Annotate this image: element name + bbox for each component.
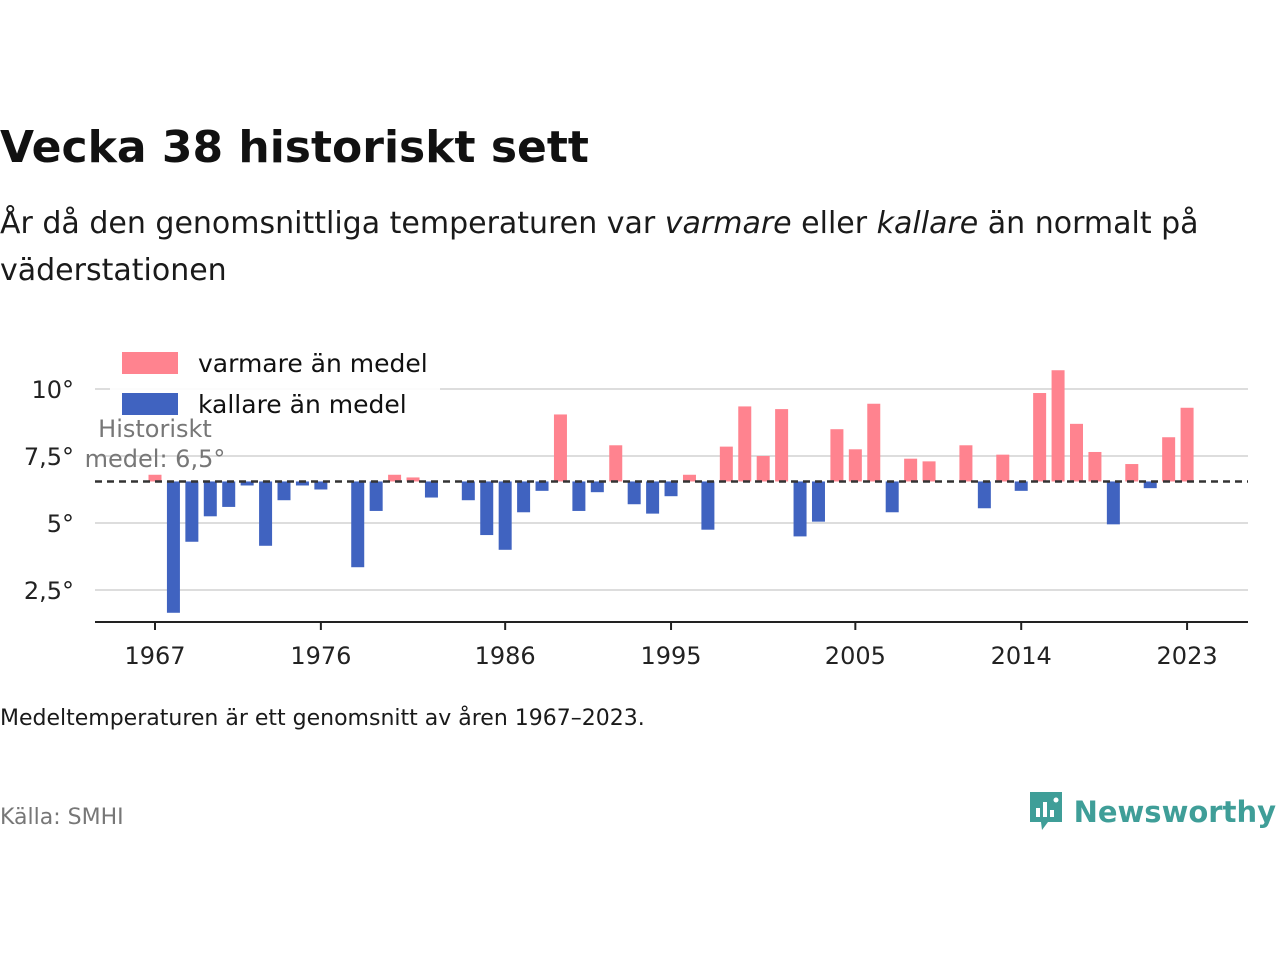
bar-cold	[590, 481, 604, 493]
bar-warm	[996, 454, 1010, 482]
source-label: Källa: SMHI	[0, 805, 124, 830]
bar-cold	[535, 481, 549, 491]
bar-warm	[904, 458, 918, 482]
x-tick-label: 1986	[475, 642, 536, 670]
bar-warm	[1088, 451, 1102, 482]
subtitle-cold-word: kallare	[876, 206, 979, 241]
bar-warm	[867, 403, 881, 482]
chart-subtitle: År då den genomsnittliga temperaturen va…	[0, 200, 1240, 294]
subtitle-text-2: eller	[791, 206, 877, 241]
bar-cold	[1143, 481, 1157, 489]
y-tick-label: 10°	[31, 376, 74, 404]
bar-cold	[424, 481, 438, 498]
bar-cold	[646, 481, 660, 514]
bar-cold	[498, 481, 512, 550]
legend-cold-label: kallare än medel	[198, 390, 407, 419]
bar-warm	[609, 445, 623, 482]
bar-cold	[314, 481, 328, 490]
chart-title: Vecka 38 historiskt sett	[0, 122, 589, 173]
bar-warm	[775, 409, 789, 482]
legend-warm-label: varmare än medel	[198, 349, 428, 378]
x-tick-label: 2005	[825, 642, 886, 670]
bar-warm	[1180, 407, 1194, 482]
bar-cold	[166, 481, 180, 613]
bar-cold	[885, 481, 899, 513]
annotation-line-2: medel: 6,5°	[85, 445, 226, 473]
bar-warm	[388, 474, 402, 482]
y-tick-label: 2,5°	[24, 577, 74, 605]
baseline-annotation: Historiskt medel: 6,5°	[85, 415, 226, 473]
bar-warm	[1070, 423, 1083, 482]
bar-cold	[277, 481, 291, 501]
bar-cold	[572, 481, 586, 511]
bar-warm	[682, 474, 696, 482]
bar-cold	[1014, 481, 1028, 491]
bars	[148, 370, 1194, 613]
brand-name: Newsworthy	[1073, 795, 1276, 829]
bar-cold	[793, 481, 807, 537]
x-tick-label: 1995	[641, 642, 702, 670]
y-tick-label: 7,5°	[24, 443, 74, 471]
bar-cold	[517, 481, 531, 513]
x-tick-label: 2014	[991, 642, 1052, 670]
bar-warm	[756, 456, 770, 482]
bar-cold	[259, 481, 273, 546]
bar-warm	[1033, 393, 1047, 482]
bar-cold	[977, 481, 991, 509]
newsworthy-icon	[1029, 792, 1062, 830]
annotation-line-1: Historiskt	[98, 415, 212, 443]
bar-cold	[222, 481, 236, 507]
bar-cold	[627, 481, 641, 505]
bar-cold	[203, 481, 217, 517]
bar-warm	[148, 474, 162, 482]
bar-cold	[240, 481, 254, 486]
subtitle-warm-word: varmare	[664, 206, 792, 241]
bar-cold	[811, 481, 825, 522]
x-tick-label: 2023	[1157, 642, 1218, 670]
bar-warm	[922, 461, 936, 482]
bar-cold	[480, 481, 494, 536]
x-tick-label: 1976	[290, 642, 351, 670]
legend-cold-swatch	[122, 393, 178, 415]
bar-cold	[185, 481, 199, 542]
x-tick-label: 1967	[124, 642, 185, 670]
bar-cold	[295, 481, 309, 486]
legend: varmare än medel kallare än medel	[110, 342, 440, 424]
temperature-bar-chart: 2,5° 5° 7,5° 10° 1967 1976 1986 1995 2005 2014 20…	[24, 342, 1248, 670]
bar-cold	[369, 481, 383, 511]
legend-warm-swatch	[122, 352, 178, 374]
bar-warm	[406, 477, 420, 482]
bar-warm	[1162, 437, 1176, 482]
bar-cold	[664, 481, 678, 497]
y-tick-label: 5°	[47, 510, 74, 538]
x-axis: 1967 1976 1986 1995 2005 2014 2023	[95, 621, 1248, 670]
brand-logo: Newsworthy	[1028, 790, 1276, 834]
bar-warm	[553, 414, 567, 482]
bar-warm	[738, 406, 752, 482]
footnote: Medeltemperaturen är ett genomsnitt av å…	[0, 706, 645, 731]
bar-warm	[1051, 370, 1065, 482]
bar-cold	[461, 481, 475, 501]
bar-warm	[1125, 464, 1139, 482]
bar-cold	[701, 481, 715, 530]
bar-warm	[830, 429, 844, 482]
bar-cold	[1106, 481, 1120, 525]
bar-warm	[848, 449, 862, 482]
subtitle-text-1: År då den genomsnittliga temperaturen va…	[0, 206, 665, 241]
subtitle-text-3: än normalt på väderstationen	[0, 206, 1199, 288]
bar-warm	[959, 445, 973, 482]
bar-cold	[351, 481, 365, 568]
bar-warm	[719, 446, 733, 482]
